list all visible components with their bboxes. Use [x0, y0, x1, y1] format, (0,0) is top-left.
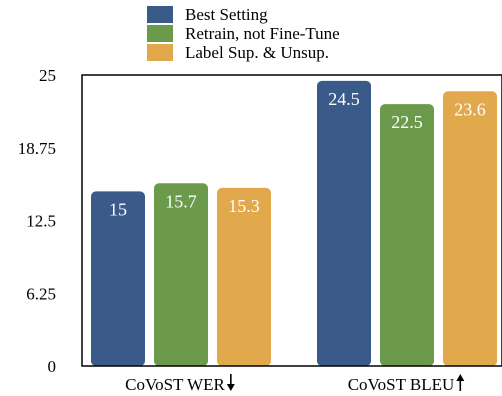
bar	[380, 104, 434, 366]
data-label: 15.7	[165, 191, 197, 211]
legend-label: Retrain, not Fine-Tune	[185, 24, 340, 43]
bars: 15 15.7 15.3 24.5 22.5 23.6	[91, 80, 497, 367]
legend-swatch	[147, 25, 173, 42]
arrow-down-icon	[226, 374, 235, 391]
plot-frame	[81, 74, 502, 367]
y-tick-label: 12.5	[26, 212, 56, 231]
y-axis: 0 6.25 12.5 18.75 25	[18, 66, 56, 376]
bar	[443, 91, 497, 367]
bar	[154, 183, 208, 366]
bar	[91, 191, 145, 366]
y-tick-label: 6.25	[26, 284, 56, 303]
data-label: 22.5	[391, 112, 423, 132]
arrow-up-icon	[456, 374, 465, 391]
data-label: 23.6	[454, 99, 486, 119]
data-label: 15	[109, 199, 127, 219]
bar	[217, 187, 271, 366]
y-tick-label: 0	[48, 357, 57, 376]
data-label: 24.5	[328, 89, 360, 109]
bar	[317, 80, 371, 366]
legend-swatch	[147, 44, 173, 61]
x-tick-label: CoVoST BLEU	[348, 375, 455, 394]
y-tick-label: 18.75	[18, 139, 56, 158]
legend-label: Label Sup. & Unsup.	[185, 43, 329, 62]
x-axis: CoVoST WER CoVoST BLEU	[125, 374, 465, 394]
legend-label: Best Setting	[185, 5, 268, 24]
x-tick-label: CoVoST WER	[125, 375, 225, 394]
y-tick-label: 25	[39, 66, 56, 85]
legend-swatch	[147, 6, 173, 23]
data-label: 15.3	[228, 196, 260, 216]
